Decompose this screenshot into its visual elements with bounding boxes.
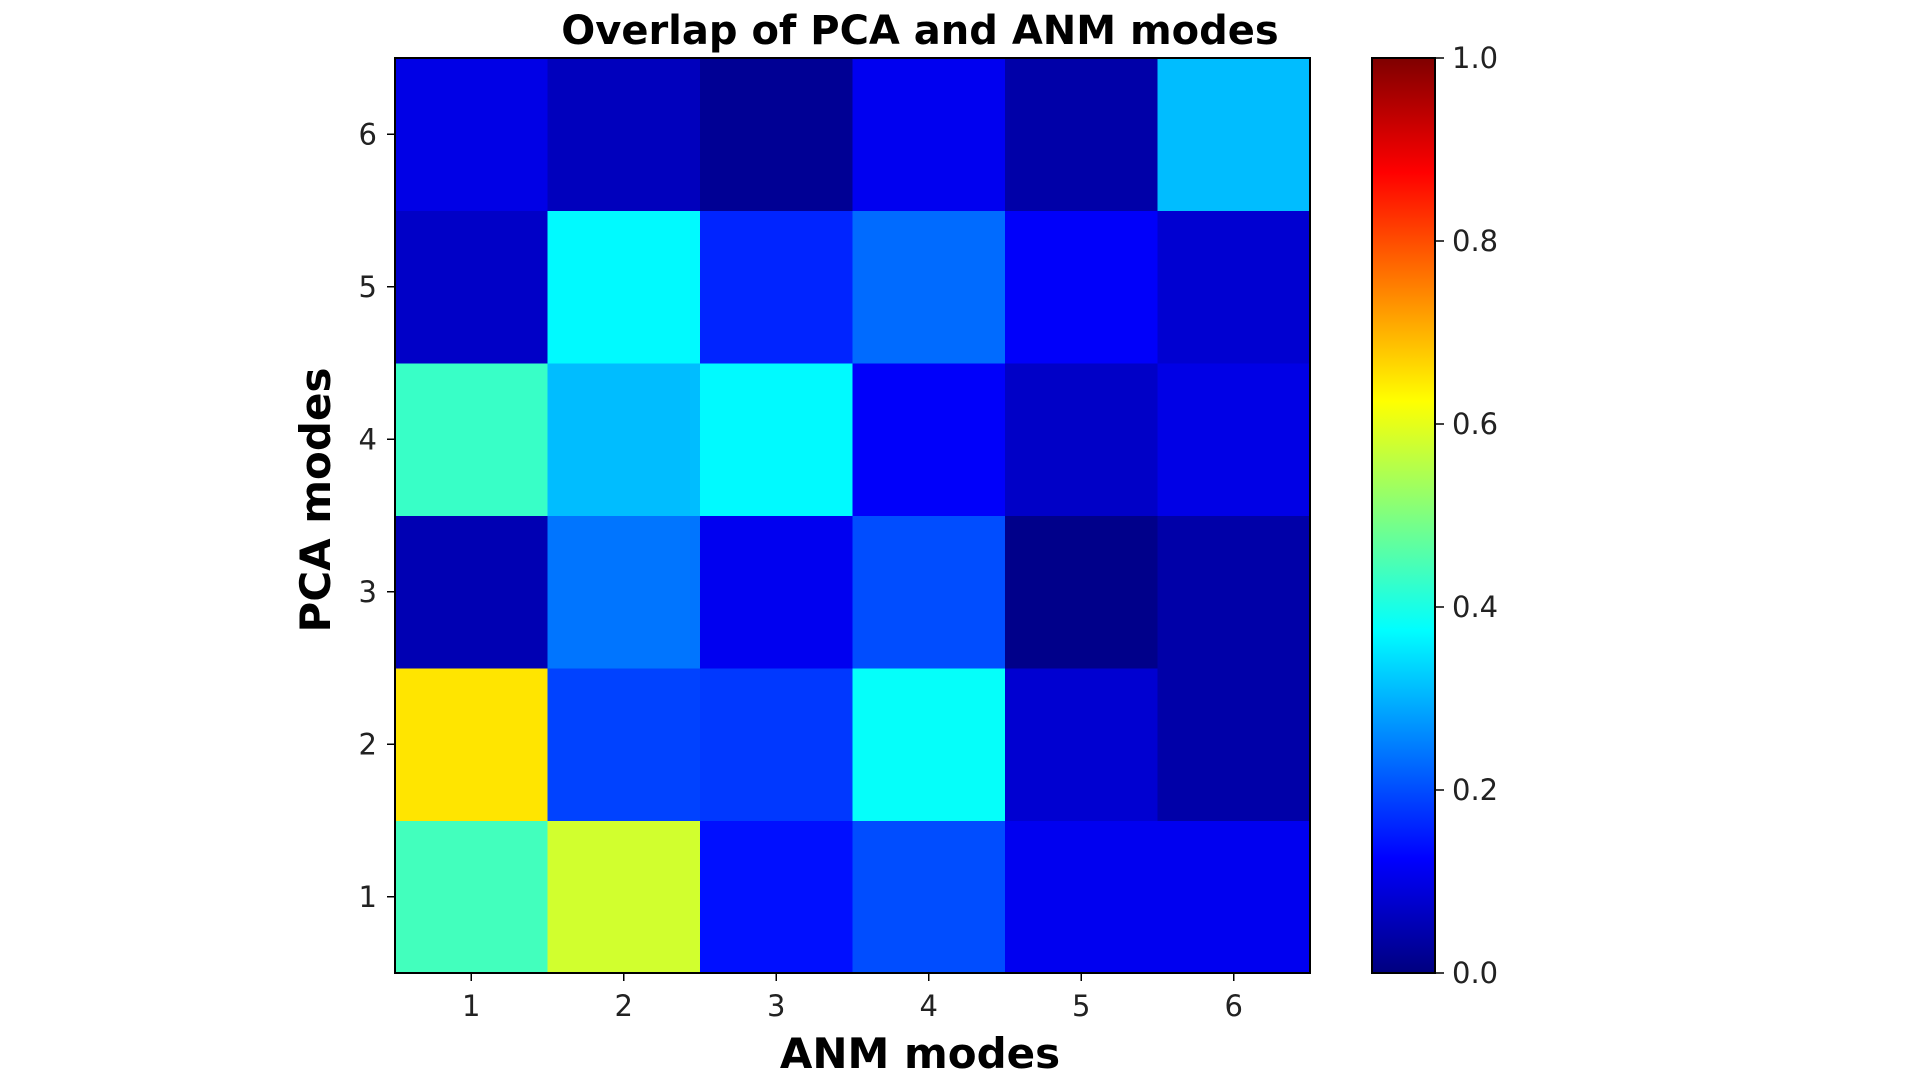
- heatmap-cell-pca2-anm3: [700, 668, 853, 821]
- heatmap-cell-pca1-anm2: [547, 820, 701, 974]
- colorbar-tick-label: 0.4: [1452, 590, 1498, 624]
- colorbar-tick-label: 0.6: [1452, 407, 1498, 441]
- heatmap-cell-pca5-anm1: [395, 210, 548, 364]
- y-axis-ticks: 1 2 3 4 5 6: [359, 117, 395, 914]
- heatmap-cell-pca6-anm6: [1157, 58, 1311, 211]
- heatmap-cell-pca5-anm4: [852, 210, 1006, 364]
- heatmap-cell-pca2-anm5: [1005, 668, 1158, 821]
- heatmap-cell-pca4-anm2: [547, 363, 701, 516]
- heatmap-cell-pca2-anm6: [1157, 668, 1311, 821]
- colorbar: [1371, 57, 1436, 974]
- x-tick-label: 3: [767, 989, 785, 1023]
- heatmap-cell-pca3-anm5: [1005, 515, 1158, 669]
- heatmap-cell-pca5-anm5: [1005, 210, 1158, 364]
- heatmap-cell-pca6-anm2: [547, 58, 701, 211]
- y-axis-label: PCA modes: [291, 368, 340, 633]
- heatmap-cell-pca4-anm5: [1005, 363, 1158, 516]
- colorbar-tick-label: 0.2: [1452, 773, 1498, 807]
- x-axis-label: ANM modes: [780, 1029, 1060, 1078]
- x-tick-label: 1: [462, 989, 480, 1023]
- heatmap-cell-pca4-anm4: [852, 363, 1006, 516]
- heatmap-cells: [395, 58, 1311, 974]
- x-tick-label: 4: [920, 989, 938, 1023]
- heatmap-cell-pca4-anm1: [395, 363, 548, 516]
- colorbar-tick-label: 1.0: [1452, 41, 1498, 75]
- colorbar-tick-label: 0.8: [1452, 224, 1498, 258]
- heatmap-cell-pca4-anm3: [700, 363, 853, 516]
- heatmap-cell-pca1-anm3: [700, 820, 853, 974]
- heatmap-cell-pca3-anm6: [1157, 515, 1311, 669]
- x-axis-ticks: 1 2 3 4 5 6: [462, 973, 1243, 1023]
- heatmap-cell-pca2-anm1: [395, 668, 548, 821]
- heatmap-cell-pca6-anm1: [395, 58, 548, 211]
- heatmap-cell-pca1-anm4: [852, 820, 1006, 974]
- heatmap-cell-pca3-anm3: [700, 515, 853, 669]
- heatmap-cell-pca1-anm6: [1157, 820, 1311, 974]
- colorbar-ticks: 0.0 0.2 0.4 0.6 0.8 1.0: [1435, 41, 1498, 990]
- y-tick-label: 1: [359, 880, 377, 914]
- heatmap-cell-pca5-anm3: [700, 210, 853, 364]
- colorbar-tick-label: 0.0: [1452, 956, 1498, 990]
- heatmap-cell-pca3-anm4: [852, 515, 1006, 669]
- heatmap-cell-pca2-anm4: [852, 668, 1006, 821]
- heatmap-cell-pca3-anm1: [395, 515, 548, 669]
- heatmap-cell-pca1-anm5: [1005, 820, 1158, 974]
- x-tick-label: 5: [1072, 989, 1090, 1023]
- chart-title: Overlap of PCA and ANM modes: [561, 8, 1278, 54]
- heatmap-cell-pca2-anm2: [547, 668, 701, 821]
- y-tick-label: 3: [359, 575, 377, 609]
- heatmap-cell-pca5-anm2: [547, 210, 701, 364]
- heatmap-cell-pca1-anm1: [395, 820, 548, 974]
- heatmap-cell-pca3-anm2: [547, 515, 701, 669]
- heatmap-cell-pca6-anm3: [700, 58, 853, 211]
- x-tick-label: 6: [1225, 989, 1243, 1023]
- plot-frame: [394, 57, 1311, 974]
- y-tick-label: 4: [359, 422, 377, 456]
- y-tick-label: 6: [359, 117, 377, 151]
- heatmap-cell-pca6-anm5: [1005, 58, 1158, 211]
- heatmap-cell-pca5-anm6: [1157, 210, 1311, 364]
- y-tick-label: 5: [359, 270, 377, 304]
- heatmap-cell-pca6-anm4: [852, 58, 1006, 211]
- heatmap-cell-pca4-anm6: [1157, 363, 1311, 516]
- x-tick-label: 2: [615, 989, 633, 1023]
- y-tick-label: 2: [359, 727, 377, 761]
